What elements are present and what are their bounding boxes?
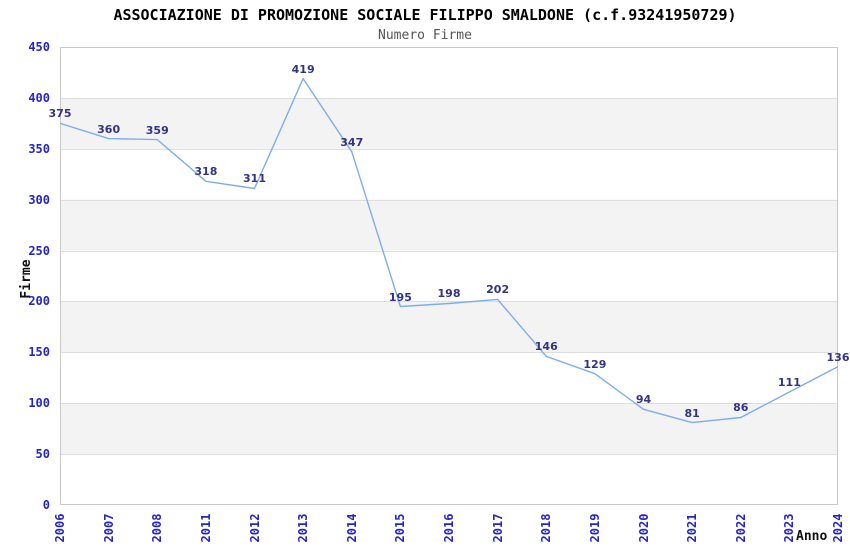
- x-tick-label: 2018: [539, 513, 554, 543]
- grid-band: [60, 97, 838, 149]
- x-tick-label: 2024: [831, 513, 845, 543]
- x-tick-label: 2020: [636, 513, 651, 543]
- x-tick-label: 2014: [344, 513, 359, 543]
- x-tick-label: 2008: [150, 513, 165, 543]
- y-tick-label: 0: [42, 498, 50, 512]
- x-tick-label: 2013: [296, 513, 311, 543]
- x-tick-label: 2022: [733, 513, 748, 543]
- x-tick-label: 2015: [393, 513, 408, 543]
- line-plot-svg: [60, 47, 838, 505]
- x-tick-label: 2011: [198, 513, 213, 543]
- y-tick-label: 300: [28, 192, 50, 207]
- x-tick-label: 2017: [490, 513, 505, 543]
- grid-band: [60, 199, 838, 251]
- y-tick-label: 350: [28, 141, 50, 156]
- x-tick-label: 2007: [101, 513, 116, 543]
- plot-area: [60, 47, 838, 505]
- x-tick-label: 2021: [685, 513, 700, 543]
- plot-border: [60, 47, 838, 505]
- y-tick-label: 150: [28, 345, 50, 360]
- y-axis-title: Firme: [19, 259, 34, 299]
- x-tick-label: 2019: [587, 513, 602, 543]
- x-tick-label: 2023: [782, 513, 797, 543]
- y-tick-label: 100: [28, 396, 50, 411]
- chart-subtitle: Numero Firme: [378, 28, 472, 43]
- x-tick-label: 2012: [247, 513, 262, 543]
- x-axis-title: Anno: [796, 529, 828, 544]
- x-tick-label: 2016: [442, 513, 456, 543]
- chart-title: ASSOCIAZIONE DI PROMOZIONE SOCIALE FILIP…: [113, 6, 737, 24]
- y-tick-label: 400: [28, 90, 50, 105]
- grid-band: [60, 301, 838, 353]
- grid-band: [60, 403, 838, 455]
- y-tick-label: 50: [35, 447, 50, 462]
- x-tick-label: 2006: [53, 513, 67, 543]
- firme-series-line: [60, 77, 838, 424]
